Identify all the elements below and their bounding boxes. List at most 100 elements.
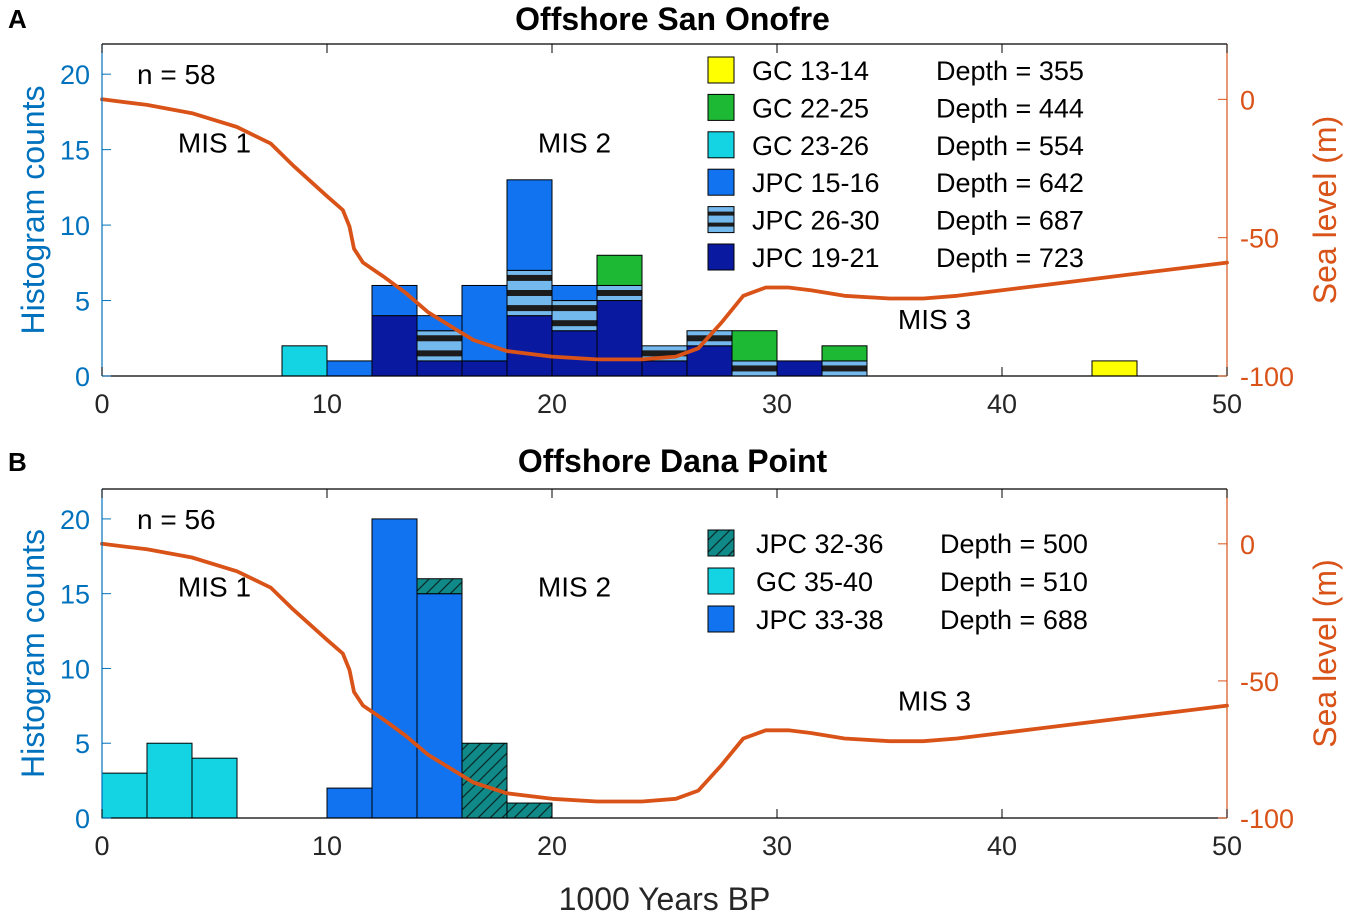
bar-rect <box>596 300 643 377</box>
y-tick-label: 20 <box>60 505 90 535</box>
x-tick-label: 10 <box>312 831 342 861</box>
bar-segment <box>731 360 778 377</box>
bar-segment <box>101 772 148 819</box>
y2-tick-label: -100 <box>1240 804 1294 834</box>
bar-segment <box>551 330 598 377</box>
x-tick-label: 50 <box>1212 389 1242 419</box>
bar-rect <box>416 578 463 595</box>
bar-rect <box>416 593 463 819</box>
bar-rect <box>506 315 553 377</box>
bar-segment <box>596 300 643 377</box>
mis-annotation: MIS 1 <box>178 572 251 603</box>
sea-level-line <box>100 97 1229 362</box>
bar-segment <box>191 757 238 819</box>
legend-depth: Depth = 688 <box>940 605 1088 635</box>
sample-count-label: n = 58 <box>137 59 216 90</box>
bar-rect <box>1091 360 1138 377</box>
bar-segment <box>596 254 643 286</box>
bar-segment <box>596 284 643 302</box>
bar-stripe <box>417 335 462 342</box>
legend-swatch <box>707 243 735 271</box>
y-tick-label: 5 <box>75 287 90 317</box>
bar-rect <box>326 360 373 377</box>
legend-swatch-stripe <box>708 211 734 216</box>
bar-segment <box>371 315 418 377</box>
plot-area <box>102 44 1227 376</box>
panel-label: A <box>8 4 27 34</box>
plot-area <box>102 489 1227 818</box>
x-tick-label: 40 <box>987 389 1017 419</box>
bar-segment <box>821 345 868 362</box>
bar-segment <box>326 787 373 819</box>
bar-rect <box>101 772 148 819</box>
bar-rect <box>416 330 463 362</box>
bar-segment <box>551 300 598 332</box>
bar-segment <box>371 518 418 819</box>
y2-tick-label: -100 <box>1240 362 1294 392</box>
legend-depth: Depth = 500 <box>940 529 1088 559</box>
legend: GC 13-14 Depth = 355 GC 22-25 Depth = 444 GC… <box>707 56 1084 273</box>
legend-depth: Depth = 510 <box>940 567 1088 597</box>
chart-title: Offshore Dana Point <box>518 443 828 479</box>
bar-segment <box>146 742 193 819</box>
x-axis-label: 1000 Years BP <box>559 881 771 917</box>
panel-san-onofre: A Offshore San Onofre 0 10 20 30 40 50 0 5 10 15 20 -… <box>8 1 1343 419</box>
sample-count-label: n = 56 <box>137 504 216 535</box>
y-tick-label: 0 <box>75 804 90 834</box>
legend-label: GC 23-26 <box>752 131 869 161</box>
y-tick-label: 15 <box>60 580 90 610</box>
y2-tick-label: -50 <box>1240 224 1279 254</box>
panel-dana-point: B Offshore Dana Point 0 10 20 30 40 50 0 5 10 15 20 -… <box>8 443 1343 917</box>
legend-label: JPC 26-30 <box>752 206 880 236</box>
bar-rect <box>416 360 463 377</box>
bar-rect <box>371 284 418 317</box>
bar-segment <box>506 269 553 317</box>
bar-segment <box>506 802 553 819</box>
x-tick-label: 30 <box>762 831 792 861</box>
x-tick-label: 50 <box>1212 831 1242 861</box>
bar-stripe <box>822 365 867 372</box>
bar-stripe <box>417 350 462 357</box>
y-tick-label: 0 <box>75 362 90 392</box>
bar-segment <box>461 360 508 377</box>
sea-level-line <box>100 541 1229 804</box>
bar-rect <box>281 345 328 377</box>
legend-label: GC 22-25 <box>752 93 869 123</box>
y-tick-label: 20 <box>60 60 90 90</box>
legend-label: JPC 32-36 <box>756 529 884 559</box>
bar-rect <box>596 254 643 286</box>
y2-tick-label: 0 <box>1240 530 1255 560</box>
bar-stripe <box>552 305 597 312</box>
legend-label: GC 13-14 <box>752 56 869 86</box>
bar-segment <box>641 360 688 377</box>
legend-label: JPC 15-16 <box>752 168 880 198</box>
mis-annotation: MIS 2 <box>538 572 611 603</box>
bar-segment <box>821 360 868 377</box>
y2-tick-label: -50 <box>1240 667 1279 697</box>
bar-segment <box>281 345 328 377</box>
mis-annotation: MIS 1 <box>178 128 251 159</box>
bar-rect <box>551 330 598 377</box>
legend-depth: Depth = 723 <box>936 243 1084 273</box>
legend-swatch-stripe <box>708 222 734 227</box>
bar-stripe <box>507 305 552 312</box>
bar-segment <box>416 593 463 819</box>
bar-rect <box>731 330 778 362</box>
panel-label: B <box>8 447 27 477</box>
bar-segment <box>731 330 778 362</box>
bar-rect <box>506 179 553 271</box>
bar-segment <box>776 360 823 377</box>
y2-axis-label: Sea level (m) <box>1307 559 1343 748</box>
legend-depth: Depth = 355 <box>936 56 1084 86</box>
bar-rect <box>146 742 193 819</box>
mis-annotation: MIS 3 <box>898 685 971 716</box>
mis-annotation: MIS 2 <box>538 128 611 159</box>
y2-axis-label: Sea level (m) <box>1307 116 1343 305</box>
legend-swatch <box>707 206 735 234</box>
y-axis-label: Histogram counts <box>15 529 51 778</box>
bar-rect <box>191 757 238 819</box>
bar-rect <box>821 345 868 362</box>
legend-depth: Depth = 554 <box>936 131 1084 161</box>
legend-label: JPC 19-21 <box>752 243 880 273</box>
legend-swatch <box>707 93 735 121</box>
